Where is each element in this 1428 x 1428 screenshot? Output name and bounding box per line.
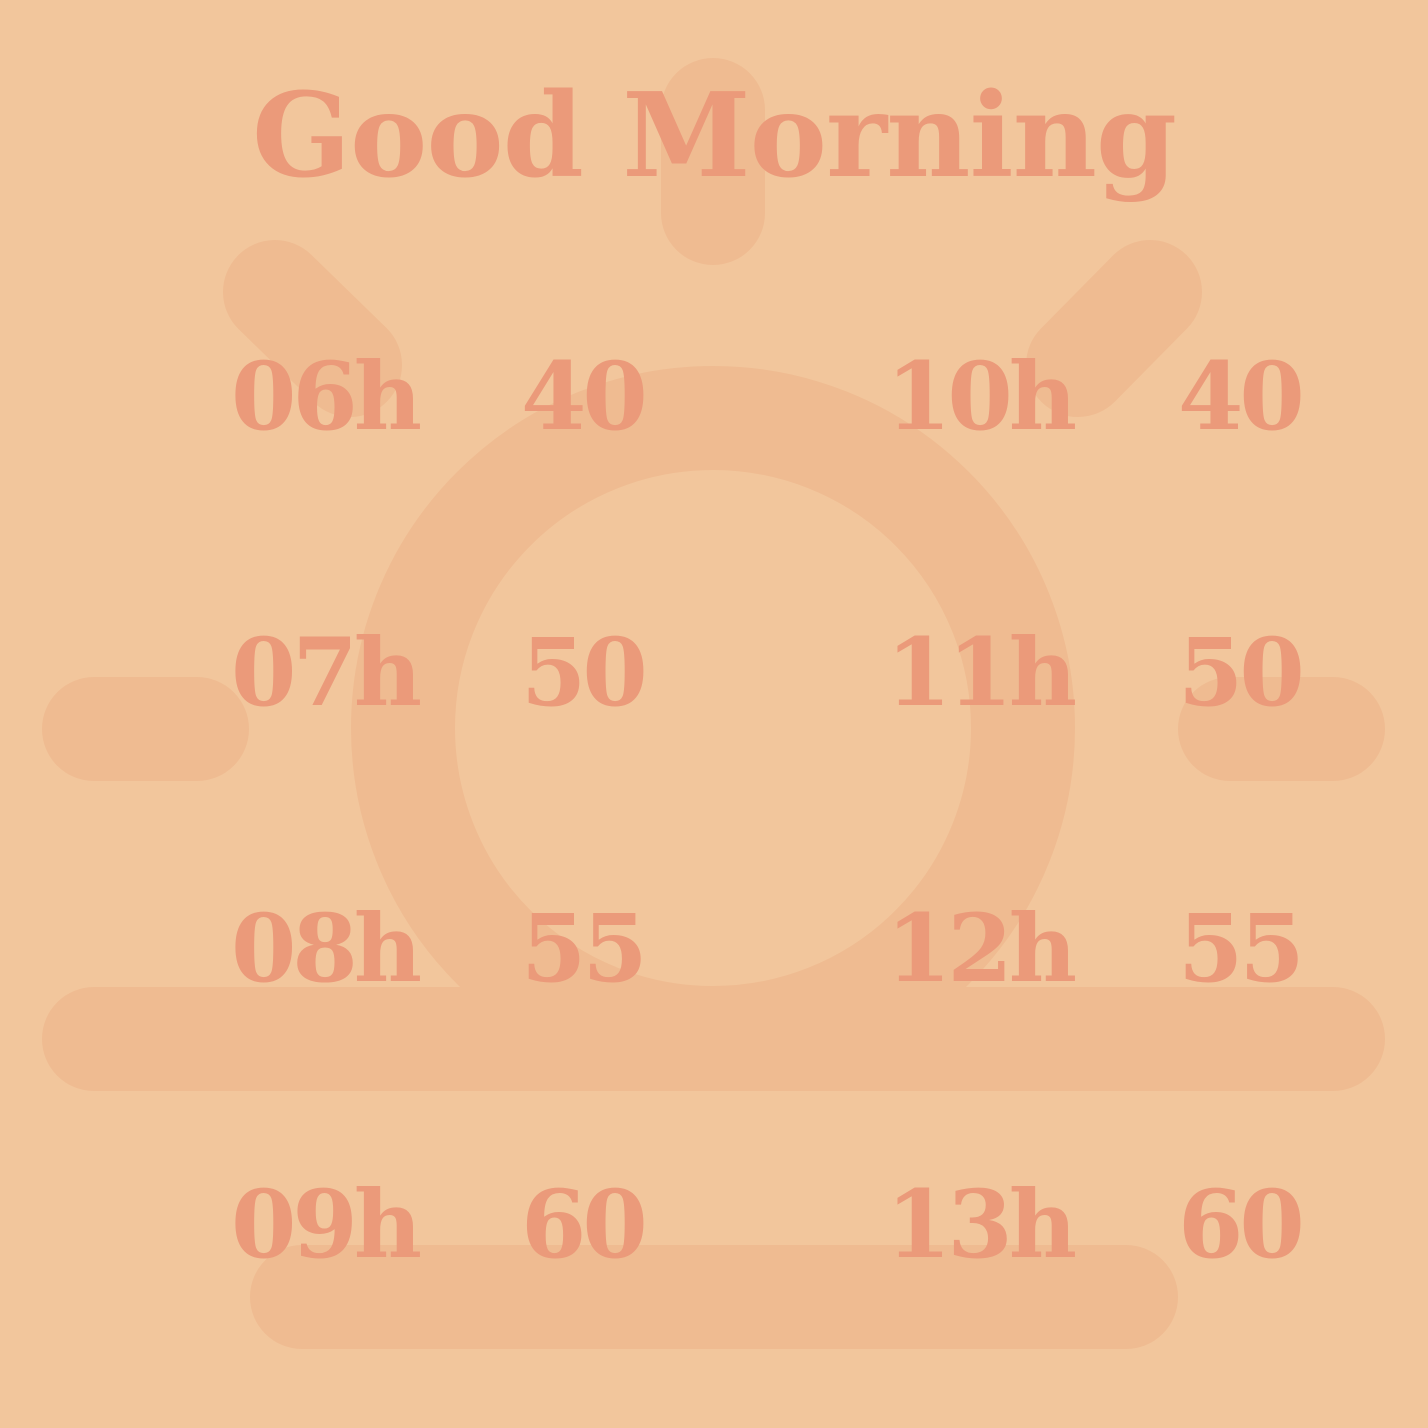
left-value-4: 60 (521, 1170, 648, 1280)
left-value-1: 40 (521, 342, 648, 452)
left-hour-1: 06h (231, 342, 422, 452)
left-value-3: 55 (521, 894, 648, 1004)
right-value-1: 40 (1178, 342, 1305, 452)
right-value-2: 50 (1178, 618, 1305, 728)
right-hour-3: 12h (886, 894, 1077, 1004)
right-hour-4: 13h (886, 1170, 1077, 1280)
right-value-3: 55 (1178, 894, 1305, 1004)
right-hour-1: 10h (886, 342, 1077, 452)
left-value-2: 50 (521, 618, 648, 728)
sun-ray-top-left (223, 240, 402, 417)
page-title: Good Morning (251, 68, 1177, 204)
left-hour-2: 07h (231, 618, 422, 728)
sun-ray-top-right (1026, 240, 1202, 417)
left-hour-3: 08h (231, 894, 422, 1004)
right-value-4: 60 (1178, 1170, 1305, 1280)
right-hour-2: 11h (886, 618, 1077, 728)
sun-ring (351, 366, 1075, 990)
left-hour-4: 09h (231, 1170, 422, 1280)
